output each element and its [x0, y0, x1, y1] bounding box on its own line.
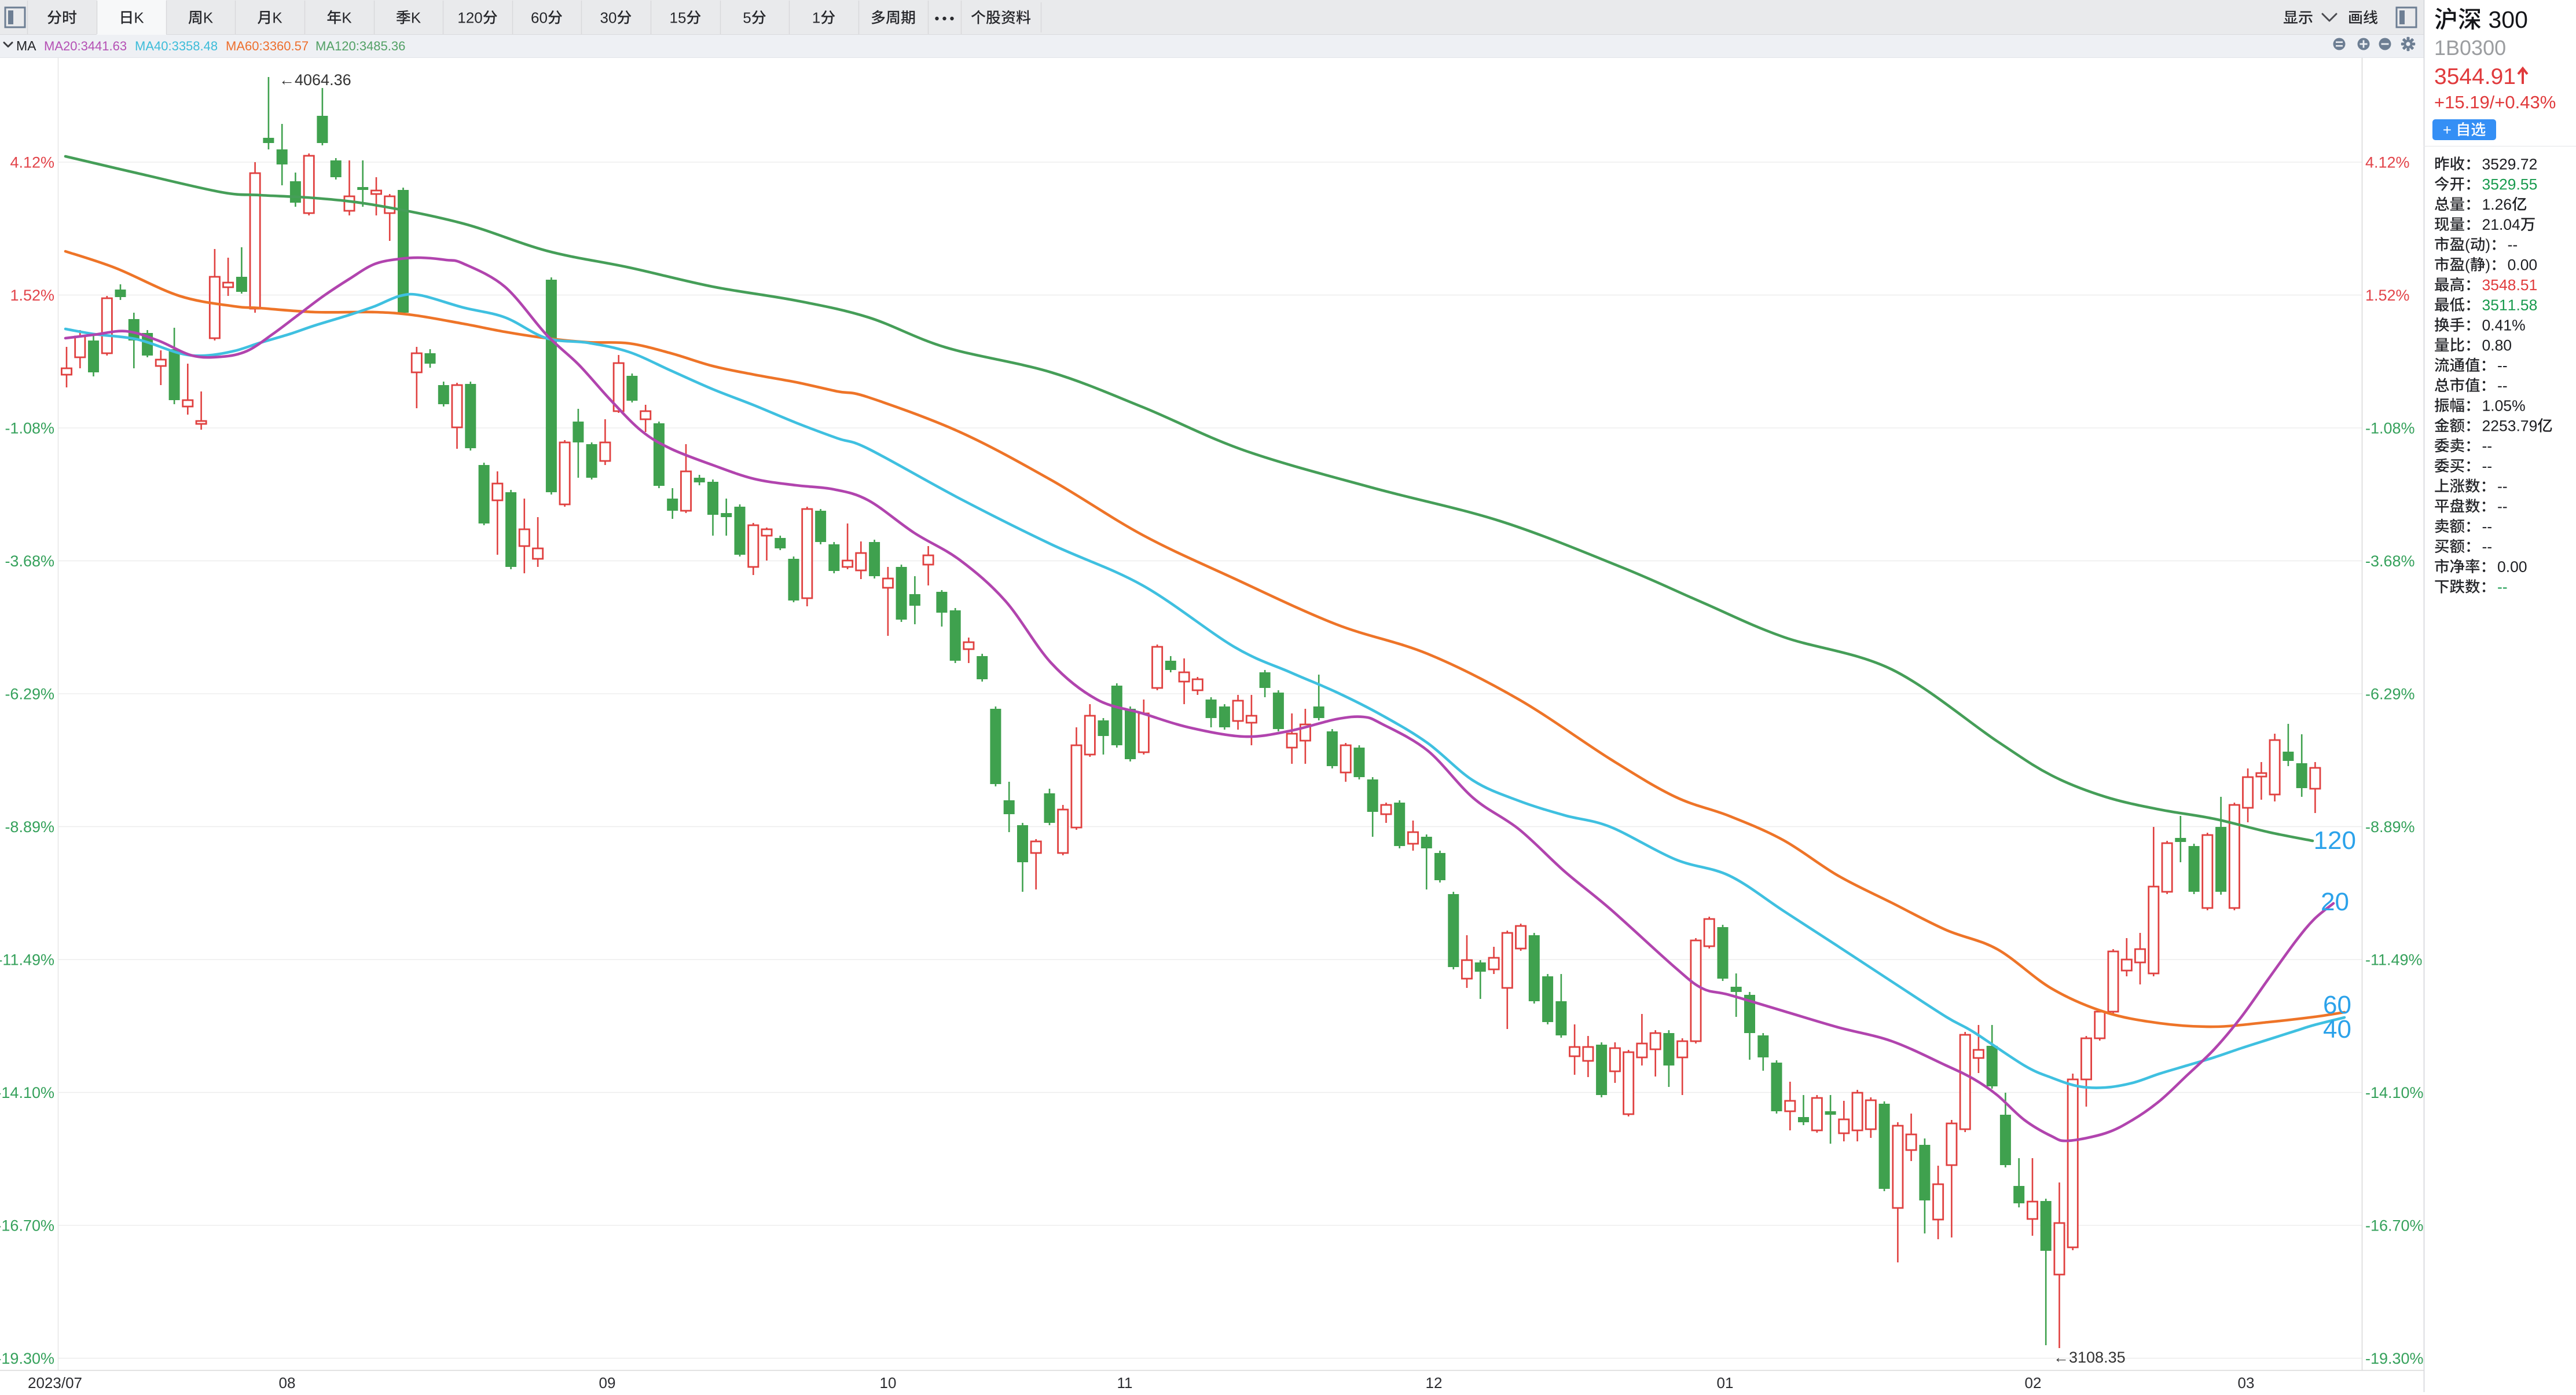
- svg-text:-11.49%: -11.49%: [2365, 951, 2423, 969]
- svg-text:-19.30%: -19.30%: [0, 1350, 54, 1367]
- svg-text:-6.29%: -6.29%: [5, 686, 54, 703]
- svg-text:3544.91: 3544.91: [2434, 64, 2516, 89]
- svg-text:10: 10: [880, 1374, 897, 1392]
- svg-text:MA120:3485.36: MA120:3485.36: [315, 39, 405, 53]
- svg-text:-14.10%: -14.10%: [2365, 1084, 2424, 1101]
- svg-text:20: 20: [2321, 888, 2349, 916]
- svg-text:11: 11: [1117, 1374, 1133, 1392]
- svg-text:-6.29%: -6.29%: [2365, 686, 2415, 703]
- svg-text:-11.49%: -11.49%: [0, 951, 54, 969]
- svg-text:09: 09: [599, 1374, 616, 1392]
- svg-text:+15.19/+0.43%: +15.19/+0.43%: [2434, 92, 2556, 112]
- svg-text:-3.68%: -3.68%: [5, 552, 54, 570]
- svg-text:60: 60: [2323, 991, 2351, 1019]
- svg-text:-1.08%: -1.08%: [2365, 420, 2415, 437]
- svg-text:MA: MA: [16, 38, 36, 53]
- svg-text:01: 01: [1717, 1374, 1734, 1392]
- svg-text:←3108.35: ←3108.35: [2053, 1349, 2126, 1366]
- svg-text:-8.89%: -8.89%: [2365, 818, 2415, 836]
- svg-text:-16.70%: -16.70%: [2365, 1217, 2424, 1235]
- svg-text:-14.10%: -14.10%: [0, 1084, 54, 1101]
- svg-text:40: 40: [2323, 1015, 2351, 1043]
- svg-text:12: 12: [1426, 1374, 1443, 1392]
- svg-text:-3.68%: -3.68%: [2365, 552, 2415, 570]
- svg-text:MA40:3358.48: MA40:3358.48: [135, 39, 218, 53]
- svg-text:MA60:3360.57: MA60:3360.57: [226, 39, 309, 53]
- svg-text:2023/07: 2023/07: [28, 1374, 82, 1392]
- svg-text:1B0300: 1B0300: [2434, 36, 2506, 60]
- svg-text:-19.30%: -19.30%: [2365, 1350, 2424, 1367]
- svg-text:4.12%: 4.12%: [10, 154, 54, 171]
- svg-text:08: 08: [279, 1374, 296, 1392]
- svg-text:-16.70%: -16.70%: [0, 1217, 54, 1235]
- svg-text:120: 120: [2314, 826, 2356, 855]
- svg-text:03: 03: [2238, 1374, 2255, 1392]
- svg-text:←4064.36: ←4064.36: [279, 71, 351, 89]
- svg-text:1.52%: 1.52%: [2365, 287, 2410, 304]
- svg-text:02: 02: [2025, 1374, 2042, 1392]
- svg-text:-1.08%: -1.08%: [5, 420, 54, 437]
- svg-text:MA20:3441.63: MA20:3441.63: [44, 39, 127, 53]
- svg-text:-8.89%: -8.89%: [5, 818, 54, 836]
- svg-text:1.52%: 1.52%: [10, 287, 54, 304]
- svg-text:4.12%: 4.12%: [2365, 154, 2410, 171]
